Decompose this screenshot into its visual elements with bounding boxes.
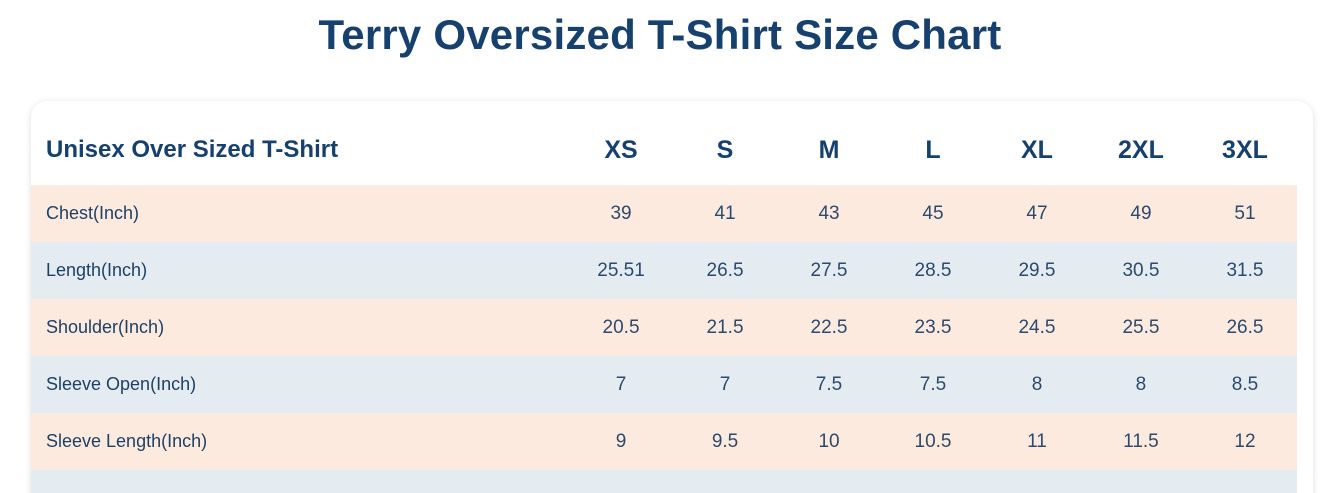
size-cell: 41 (673, 185, 778, 242)
size-cell: 7.5 (777, 356, 881, 413)
size-cell: 10 (777, 413, 881, 470)
size-cell: 31.5 (1192, 242, 1297, 299)
size-cell: 47 (984, 185, 1089, 242)
size-cell: 43 (777, 185, 881, 242)
table-row-sleeve-length: Sleeve Length(Inch) 9 9.5 10 10.5 11 11.… (31, 413, 1297, 470)
partial-row-fill (31, 470, 1297, 493)
size-cell: 20.5 (569, 299, 674, 356)
size-cell: 7 (569, 356, 674, 413)
row-label: Chest(Inch) (31, 185, 570, 242)
size-cell: 7.5 (881, 356, 985, 413)
size-cell: 8 (984, 356, 1089, 413)
size-cell: 10.5 (881, 413, 985, 470)
size-cell: 39 (569, 185, 674, 242)
table-row-partial (31, 470, 1297, 493)
size-cell: 24.5 (984, 299, 1089, 356)
size-cell: 26.5 (1192, 299, 1297, 356)
row-label: Length(Inch) (31, 242, 570, 299)
size-table: Unisex Over Sized T-Shirt XS S M L XL 2X… (31, 115, 1297, 493)
table-title-cell: Unisex Over Sized T-Shirt (31, 115, 570, 185)
size-cell: 11.5 (1088, 413, 1193, 470)
size-cell: 25.51 (569, 242, 674, 299)
size-cell: 27.5 (777, 242, 881, 299)
size-cell: 8.5 (1192, 356, 1297, 413)
size-cell: 12 (1192, 413, 1297, 470)
size-cell: 29.5 (984, 242, 1089, 299)
table-header-row: Unisex Over Sized T-Shirt XS S M L XL 2X… (31, 115, 1297, 185)
row-label: Sleeve Open(Inch) (31, 356, 570, 413)
row-label: Shoulder(Inch) (31, 299, 570, 356)
size-header-m: M (777, 115, 881, 185)
size-header-xs: XS (569, 115, 674, 185)
size-cell: 7 (673, 356, 778, 413)
table-row-shoulder: Shoulder(Inch) 20.5 21.5 22.5 23.5 24.5 … (31, 299, 1297, 356)
size-header-s: S (673, 115, 778, 185)
size-cell: 22.5 (777, 299, 881, 356)
size-cell: 8 (1088, 356, 1193, 413)
size-cell: 25.5 (1088, 299, 1193, 356)
table-row-sleeve-open: Sleeve Open(Inch) 7 7 7.5 7.5 8 8 8.5 (31, 356, 1297, 413)
size-cell: 11 (984, 413, 1089, 470)
size-header-2xl: 2XL (1088, 115, 1193, 185)
size-cell: 28.5 (881, 242, 985, 299)
size-cell: 30.5 (1088, 242, 1193, 299)
size-cell: 9 (569, 413, 674, 470)
size-cell: 21.5 (673, 299, 778, 356)
table-row-length: Length(Inch) 25.51 26.5 27.5 28.5 29.5 3… (31, 242, 1297, 299)
size-header-xl: XL (984, 115, 1089, 185)
size-cell: 9.5 (673, 413, 778, 470)
size-chart-card: Unisex Over Sized T-Shirt XS S M L XL 2X… (31, 101, 1313, 493)
size-cell: 49 (1088, 185, 1193, 242)
size-cell: 51 (1192, 185, 1297, 242)
size-cell: 45 (881, 185, 985, 242)
size-cell: 23.5 (881, 299, 985, 356)
row-label: Sleeve Length(Inch) (31, 413, 570, 470)
table-row-chest: Chest(Inch) 39 41 43 45 47 49 51 (31, 185, 1297, 242)
size-header-3xl: 3XL (1192, 115, 1297, 185)
size-cell: 26.5 (673, 242, 778, 299)
page-title: Terry Oversized T-Shirt Size Chart (318, 11, 1002, 58)
size-header-l: L (881, 115, 985, 185)
